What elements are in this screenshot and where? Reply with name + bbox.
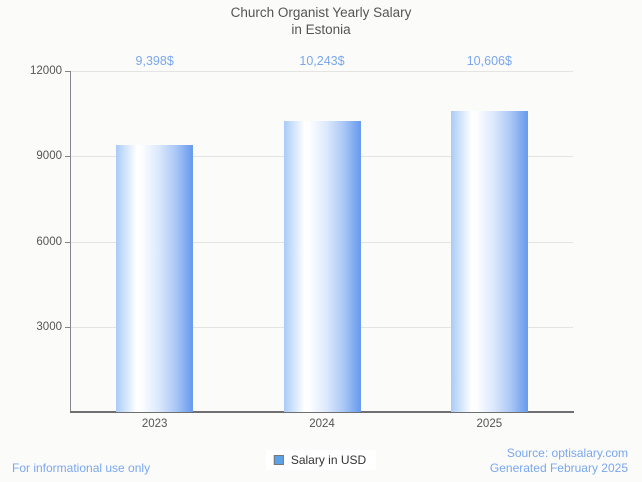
- x-tick-label-2024: 2024: [309, 418, 335, 430]
- y-tick-label: 12000: [30, 65, 62, 77]
- bar-2025[interactable]: [450, 110, 528, 412]
- y-tick-mark: [65, 71, 71, 72]
- y-tick-label: 6000: [36, 235, 62, 248]
- y-tick-mark: [65, 326, 71, 328]
- y-tick-mark: [65, 241, 71, 243]
- bar-value-label-2024: 10,243$: [299, 54, 345, 68]
- source-note: Source: optisalary.com Generated Februar…: [489, 446, 628, 475]
- y-tick-mark: [65, 156, 71, 158]
- legend-swatch-salary-in-usd: [273, 455, 284, 465]
- plot-area: [71, 71, 573, 412]
- y-tick-label: 3000: [36, 320, 62, 333]
- legend-label-salary-in-usd: Salary in USD: [290, 453, 367, 467]
- gridline: [71, 71, 573, 72]
- bar-2024[interactable]: [283, 120, 361, 412]
- chart-title: Church Organist Yearly Salary in Estonia: [230, 5, 412, 37]
- x-tick-label-2025: 2025: [476, 418, 503, 430]
- x-tick-label-2023: 2023: [141, 418, 168, 430]
- disclaimer-note: For informational use only: [12, 461, 151, 475]
- bar-value-label-2025: 10,606$: [466, 54, 512, 68]
- y-tick-label: 9000: [36, 150, 62, 163]
- bar-2023[interactable]: [116, 144, 194, 412]
- bar-value-label-2023: 9,398$: [135, 54, 174, 68]
- chart-legend: Salary in USD: [265, 450, 377, 470]
